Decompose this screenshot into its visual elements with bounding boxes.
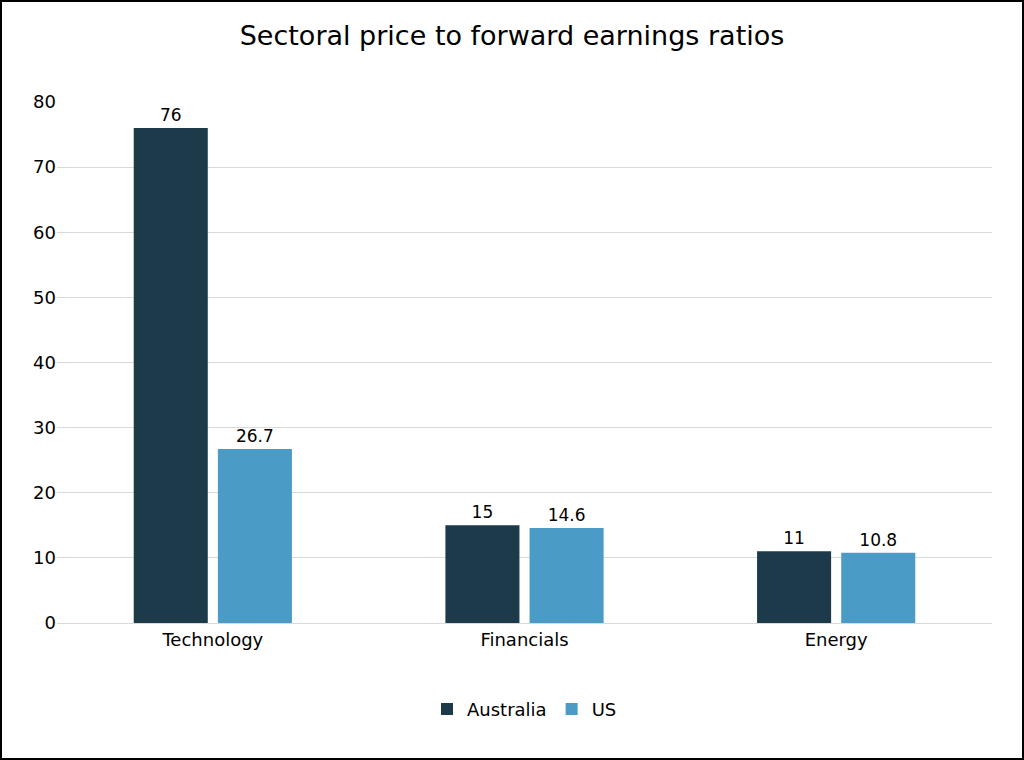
svg-text:US: US — [592, 699, 617, 720]
svg-text:Financials: Financials — [480, 629, 568, 650]
svg-text:14.6: 14.6 — [548, 505, 586, 525]
svg-text:70: 70 — [33, 156, 56, 177]
svg-text:10.8: 10.8 — [859, 530, 897, 550]
svg-text:Energy: Energy — [805, 629, 868, 650]
svg-text:11: 11 — [783, 528, 805, 548]
svg-text:10: 10 — [33, 547, 56, 568]
svg-text:26.7: 26.7 — [236, 426, 274, 446]
svg-text:76: 76 — [160, 105, 182, 125]
svg-text:15: 15 — [472, 502, 494, 522]
svg-text:Australia: Australia — [467, 699, 547, 720]
svg-text:50: 50 — [33, 287, 56, 308]
svg-text:Technology: Technology — [161, 629, 263, 650]
svg-text:60: 60 — [33, 222, 56, 243]
svg-text:Sectoral price to forward earn: Sectoral price to forward earnings ratio… — [240, 20, 785, 51]
svg-text:0: 0 — [45, 612, 56, 633]
svg-text:30: 30 — [33, 417, 56, 438]
svg-text:20: 20 — [33, 482, 56, 503]
svg-text:80: 80 — [33, 91, 56, 112]
svg-text:40: 40 — [33, 352, 56, 373]
